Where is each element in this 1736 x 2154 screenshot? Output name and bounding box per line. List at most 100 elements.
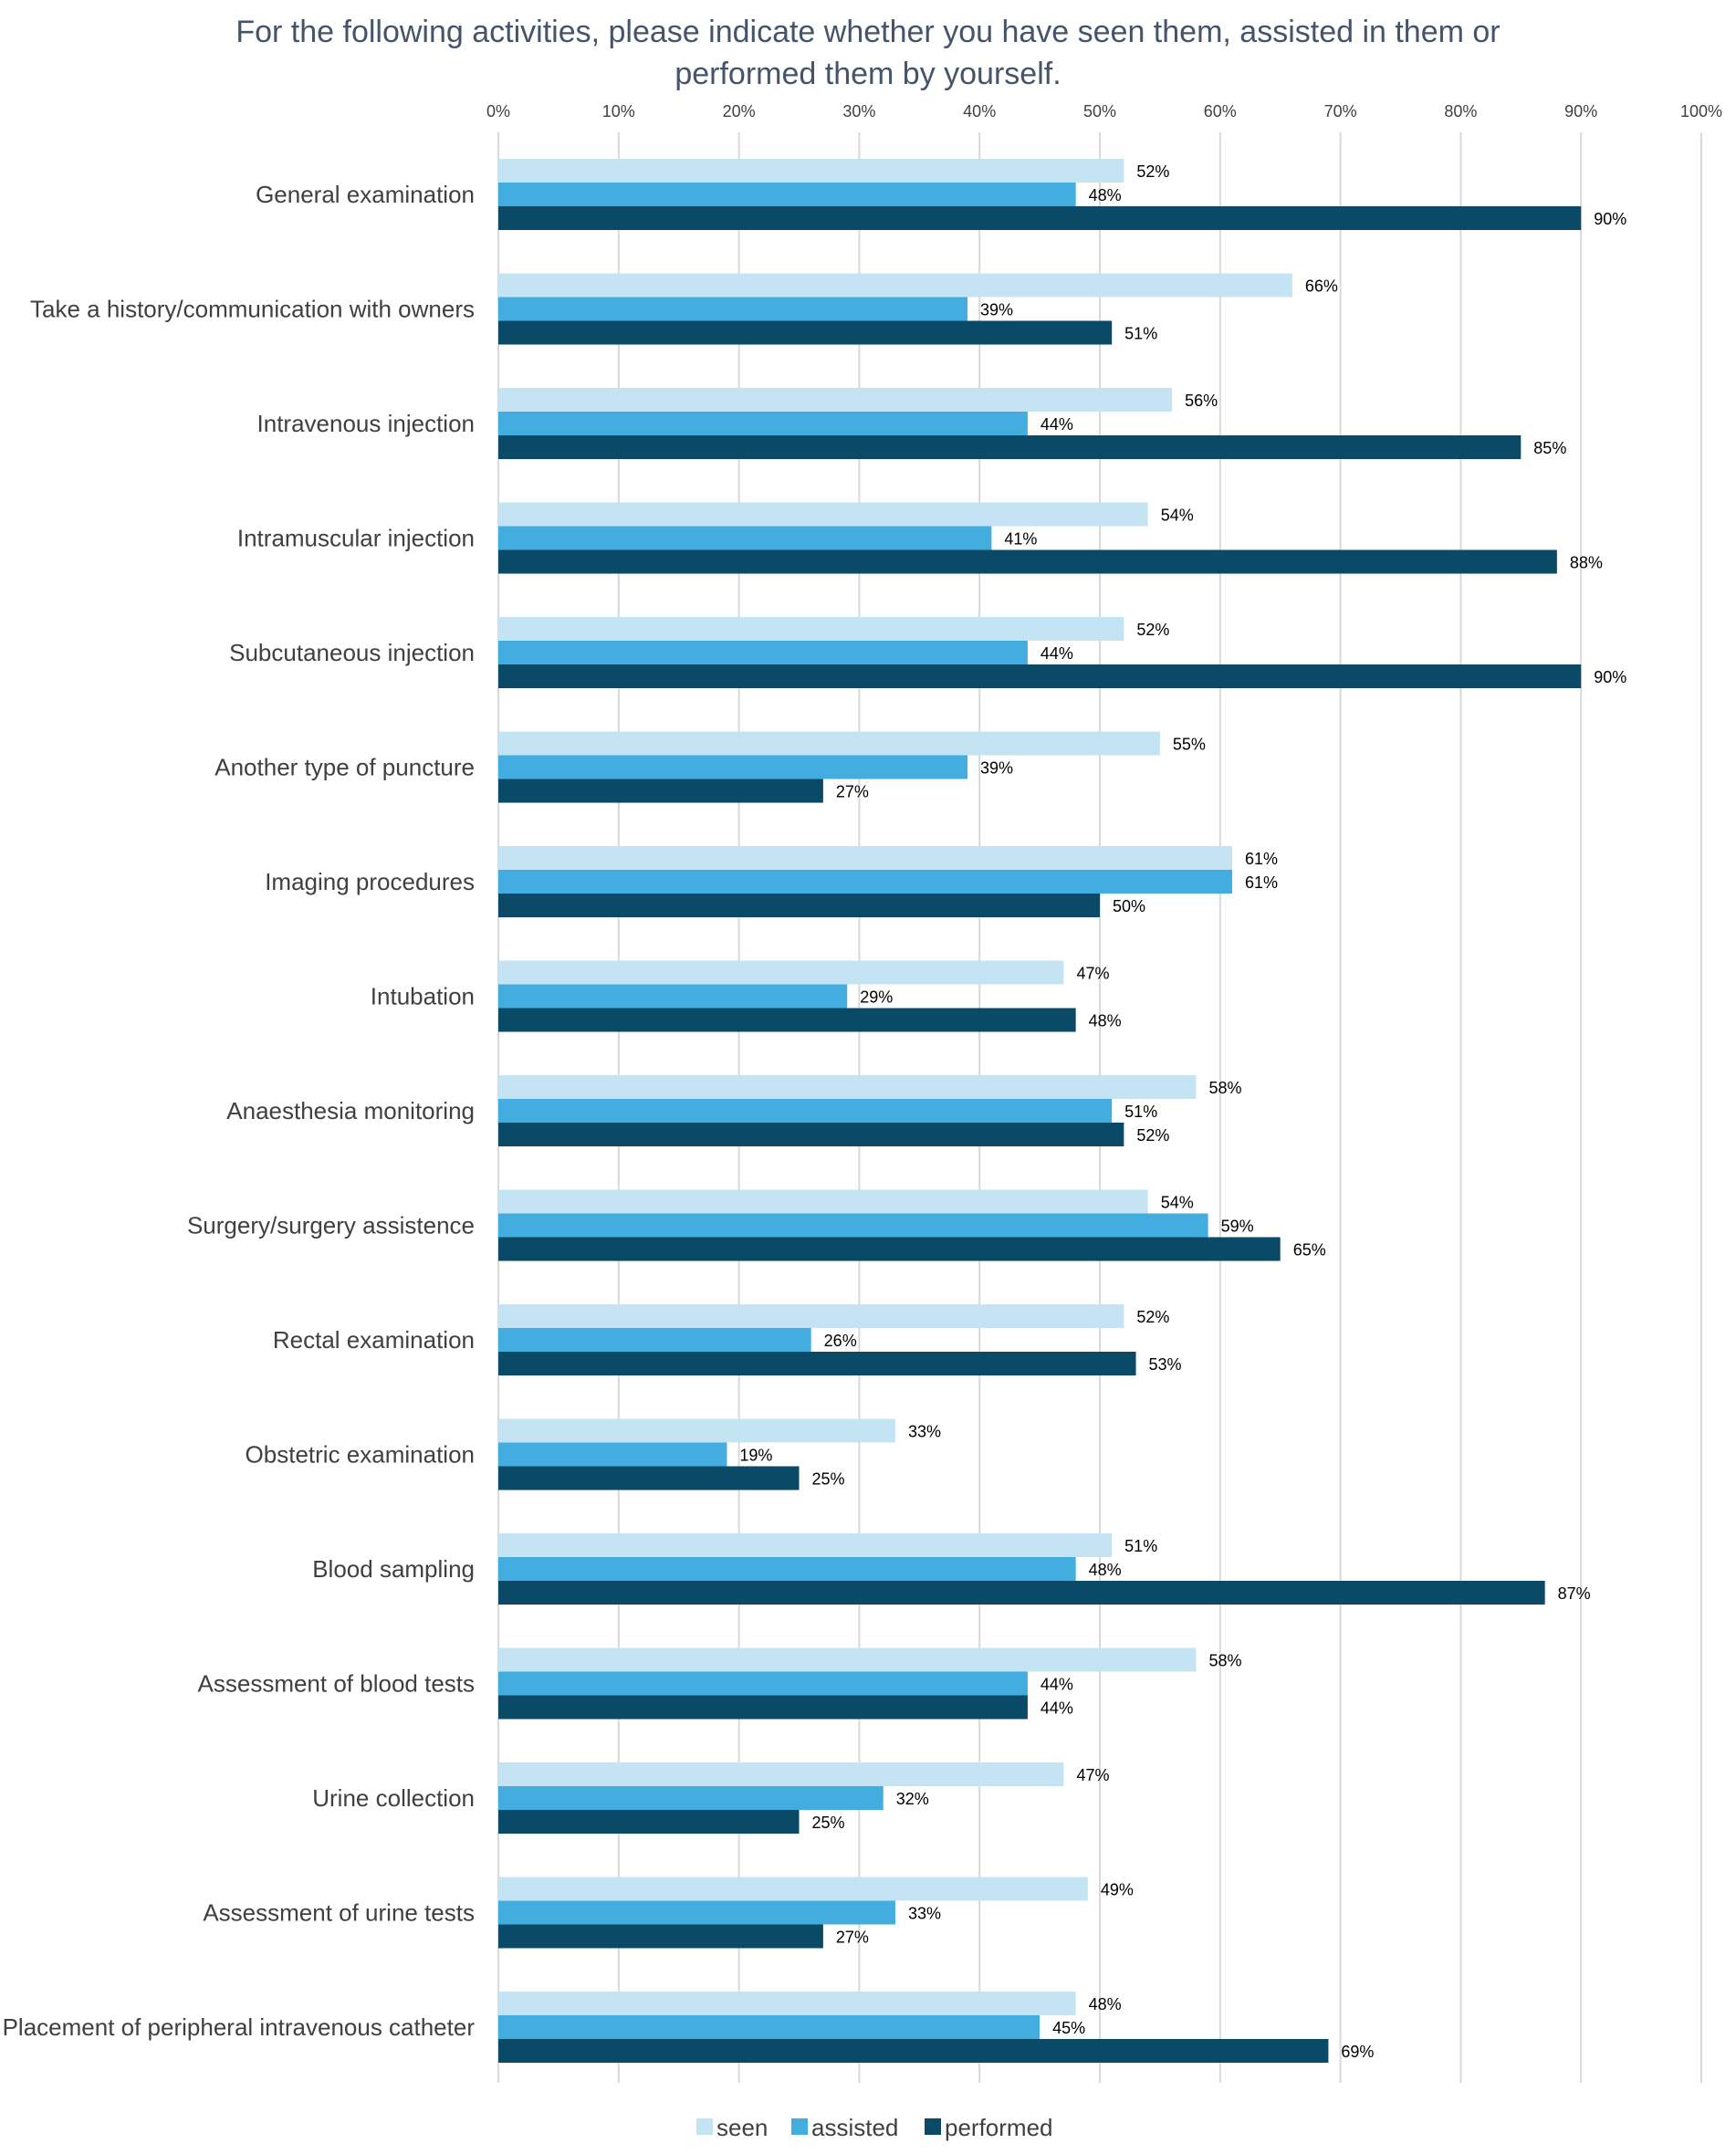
data-label-assisted: 39% xyxy=(980,759,1013,778)
category-label: Another type of puncture xyxy=(214,754,475,781)
bar-assisted xyxy=(498,297,968,321)
chart-title-line: performed them by yourself. xyxy=(675,57,1061,91)
bar-assisted xyxy=(498,1557,1076,1581)
bar-assisted xyxy=(498,641,1028,664)
legend-label-assisted: assisted xyxy=(811,2114,898,2141)
data-label-assisted: 61% xyxy=(1245,873,1278,892)
bar-seen xyxy=(498,1762,1064,1786)
bar-assisted xyxy=(498,1213,1208,1238)
data-label-seen: 33% xyxy=(908,1423,941,1441)
category-label: Anaesthesia monitoring xyxy=(226,1097,475,1124)
data-label-assisted: 59% xyxy=(1221,1218,1254,1236)
category-label: Placement of peripheral intravenous cath… xyxy=(3,2013,476,2041)
data-label-performed: 87% xyxy=(1558,1584,1591,1603)
data-label-performed: 25% xyxy=(812,1470,845,1489)
data-label-seen: 48% xyxy=(1089,1995,1122,2013)
data-label-assisted: 45% xyxy=(1052,2019,1085,2037)
bar-seen xyxy=(498,1189,1148,1214)
x-tick-label: 50% xyxy=(1083,102,1116,120)
data-label-seen: 49% xyxy=(1101,1881,1134,1899)
bar-seen xyxy=(498,502,1148,527)
data-label-assisted: 26% xyxy=(824,1332,857,1350)
data-label-assisted: 41% xyxy=(1004,530,1037,549)
bar-seen xyxy=(498,1647,1197,1672)
data-label-seen: 47% xyxy=(1076,1766,1109,1784)
data-label-assisted: 29% xyxy=(860,988,893,1007)
x-tick-label: 80% xyxy=(1444,102,1477,120)
category-label: Obstetric examination xyxy=(246,1441,475,1469)
data-label-seen: 52% xyxy=(1136,162,1169,181)
bar-performed xyxy=(498,206,1582,230)
data-label-assisted: 32% xyxy=(896,1790,929,1808)
bar-performed xyxy=(498,549,1557,574)
bar-performed xyxy=(498,435,1522,459)
x-tick-label: 0% xyxy=(486,102,510,120)
data-label-performed: 51% xyxy=(1124,325,1157,343)
category-label: Assessment of urine tests xyxy=(203,1899,475,1927)
bar-seen xyxy=(498,388,1173,412)
data-label-performed: 50% xyxy=(1113,897,1145,915)
data-label-seen: 56% xyxy=(1185,392,1218,410)
bar-assisted xyxy=(498,1099,1113,1123)
bar-performed xyxy=(498,2039,1329,2063)
data-label-performed: 90% xyxy=(1594,668,1626,686)
x-tick-label: 60% xyxy=(1204,102,1237,120)
data-label-performed: 85% xyxy=(1533,439,1566,457)
bar-seen xyxy=(498,1877,1088,1901)
bar-seen xyxy=(498,960,1064,985)
data-label-performed: 27% xyxy=(836,783,869,801)
x-tick-label: 70% xyxy=(1324,102,1357,120)
bar-assisted xyxy=(498,183,1076,206)
bar-seen xyxy=(498,617,1124,641)
bar-assisted xyxy=(498,870,1232,894)
bar-assisted xyxy=(498,984,848,1009)
bar-performed xyxy=(498,779,823,803)
category-label: Urine collection xyxy=(312,1784,475,1812)
category-label: Rectal examination xyxy=(273,1326,475,1354)
data-label-seen: 54% xyxy=(1161,1194,1194,1212)
bar-assisted xyxy=(498,1900,895,1925)
data-label-assisted: 44% xyxy=(1041,644,1073,663)
bar-seen xyxy=(498,1533,1113,1557)
x-tick-label: 40% xyxy=(963,102,996,120)
data-label-seen: 61% xyxy=(1245,850,1278,868)
category-label: Assessment of blood tests xyxy=(198,1670,475,1698)
data-label-seen: 58% xyxy=(1208,1652,1241,1670)
data-label-assisted: 33% xyxy=(908,1905,941,1923)
bar-assisted xyxy=(498,2015,1041,2039)
bar-assisted xyxy=(498,412,1028,435)
category-label: Take a history/communication with owners xyxy=(30,296,475,323)
bar-assisted xyxy=(498,1671,1028,1696)
bar-seen xyxy=(498,1075,1197,1099)
bar-seen xyxy=(498,1304,1124,1328)
category-label: Imaging procedures xyxy=(265,868,475,895)
x-tick-label: 90% xyxy=(1564,102,1597,120)
bar-assisted xyxy=(498,1442,727,1467)
x-tick-label: 10% xyxy=(602,102,635,120)
bar-seen xyxy=(498,1992,1076,2015)
data-label-seen: 52% xyxy=(1136,621,1169,639)
x-tick-label: 100% xyxy=(1680,102,1722,120)
data-label-performed: 53% xyxy=(1149,1355,1182,1374)
data-label-assisted: 51% xyxy=(1124,1103,1157,1121)
data-label-performed: 25% xyxy=(812,1814,845,1832)
category-label: Intravenous injection xyxy=(257,410,475,437)
data-label-assisted: 48% xyxy=(1089,186,1122,204)
bar-assisted xyxy=(498,1328,811,1352)
data-label-seen: 52% xyxy=(1136,1308,1169,1326)
data-label-assisted: 44% xyxy=(1041,415,1073,434)
data-label-performed: 27% xyxy=(836,1929,869,1947)
bar-performed xyxy=(498,1695,1028,1720)
bar-performed xyxy=(498,1237,1281,1261)
data-label-performed: 48% xyxy=(1089,1012,1122,1030)
data-label-assisted: 48% xyxy=(1089,1561,1122,1579)
bar-seen xyxy=(498,273,1292,298)
category-label: Subcutaneous injection xyxy=(229,639,475,666)
data-label-assisted: 19% xyxy=(739,1447,772,1465)
bar-performed xyxy=(498,1008,1076,1032)
bar-seen xyxy=(498,731,1160,756)
legend-swatch-assisted xyxy=(791,2118,808,2135)
data-label-performed: 52% xyxy=(1136,1126,1169,1145)
